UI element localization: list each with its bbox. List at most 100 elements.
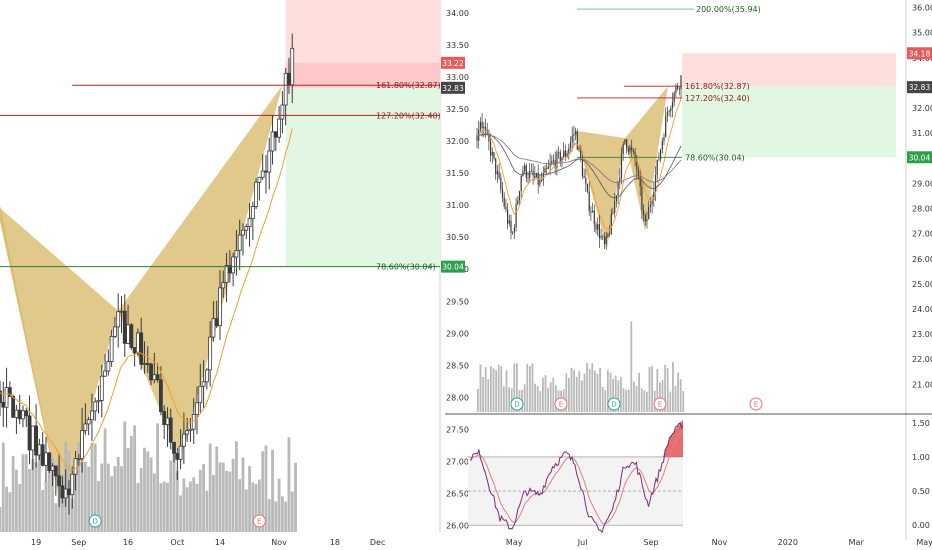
volume-bar (542, 377, 544, 412)
candle-body (165, 417, 170, 425)
right-y-tick-label: 23.00 (912, 330, 932, 339)
candle-body (592, 210, 594, 213)
candle-body (476, 135, 478, 141)
candle-body (116, 311, 121, 328)
stochastic-panel[interactable]: 1.50 1.00 0.50 0.00 (468, 419, 930, 534)
candle-body (597, 224, 599, 230)
stoch-d-line (469, 430, 684, 525)
candle-body (181, 433, 186, 447)
candle-body (204, 369, 209, 383)
volume-bar (159, 483, 163, 532)
candle-body (590, 211, 592, 213)
fib-level-label: 161.80%(32.87) (376, 81, 441, 90)
volume-bar (185, 487, 189, 532)
volume-bar (526, 363, 529, 412)
price-badge-label: 33.22 (442, 59, 464, 68)
candle-body (70, 473, 75, 496)
candle-body (57, 475, 62, 487)
volume-bar (547, 387, 549, 412)
candle-body (280, 104, 285, 120)
candle-body (612, 212, 614, 215)
left-chart-panel[interactable]: 34.00 33.50 33.00 32.50 32.00 31.50 31.00 30.50… (0, 0, 469, 547)
candle-body (175, 452, 180, 460)
volume-bar (477, 388, 479, 412)
candle-body (661, 140, 663, 150)
fib-level-label: 200.00%(35.94) (696, 5, 761, 14)
candle-body (658, 159, 660, 161)
volume-bar (516, 363, 518, 412)
candle-body (496, 171, 498, 175)
price-badge (907, 47, 932, 60)
candle-body (639, 176, 641, 187)
stoch-y-tick-label: 1.50 (912, 419, 930, 428)
left-x-tick-label: Oct (170, 538, 184, 547)
event-marker-label: E (559, 401, 563, 409)
price-badge-label: 34.18 (909, 49, 931, 58)
volume-bar (235, 441, 238, 532)
volume-bar (508, 387, 510, 412)
candle-body (517, 200, 519, 205)
earnings-marker[interactable] (653, 397, 667, 411)
event-marker-label: E (658, 401, 662, 409)
candle-body (673, 92, 675, 103)
candle-body (636, 160, 638, 171)
candle-body (619, 177, 621, 182)
volume-bar (612, 379, 614, 412)
volume-bar (294, 462, 297, 532)
candle-body (558, 151, 560, 153)
candle-body (653, 191, 655, 200)
volume-bar (231, 458, 235, 532)
dividend-marker[interactable] (510, 397, 524, 411)
volume-bar (648, 366, 651, 412)
candle-body (576, 131, 578, 150)
candle-body (63, 488, 68, 499)
volume-bar (189, 481, 192, 532)
volume-bar (669, 391, 672, 412)
volume-bar (241, 457, 245, 532)
volume-bar (633, 381, 635, 412)
earnings-marker[interactable] (749, 397, 763, 411)
candle-body (620, 153, 623, 178)
volume-bar (565, 373, 568, 412)
volume-bar (607, 370, 609, 412)
candle-body (145, 363, 150, 365)
right-x-tick-label: May (506, 538, 523, 547)
volume-bar (586, 363, 588, 412)
earnings-marker[interactable] (252, 514, 266, 528)
candle-body (648, 207, 650, 220)
price-badge-label: 32.83 (909, 83, 931, 92)
volume-bar (513, 363, 516, 412)
candle-body (634, 151, 636, 161)
candle-body (566, 153, 568, 157)
earnings-marker[interactable] (554, 397, 568, 411)
dividend-marker[interactable] (607, 397, 621, 411)
right-x-tick-label: 2020 (778, 538, 798, 547)
candle-body (27, 415, 32, 451)
volume-bar (596, 373, 599, 412)
volume-bar (638, 372, 640, 412)
price-badge-label: 32.83 (442, 84, 464, 93)
harmonic-pattern-bcd (118, 85, 283, 459)
left-y-tick-label: 32.50 (446, 105, 469, 114)
volume-bar (113, 466, 117, 532)
candle-body (479, 122, 481, 130)
right-y-tick-label: 36.00 (912, 4, 932, 13)
volume-bar (490, 366, 492, 412)
volume-bar (630, 321, 633, 412)
candle-body (508, 220, 510, 224)
candle-body (554, 160, 556, 169)
candle-body (73, 458, 78, 475)
volume-bar (549, 382, 552, 412)
right-y-tick-label: 21.00 (912, 380, 932, 389)
volume-bar (604, 390, 607, 412)
candle-body (654, 174, 657, 192)
dividend-marker[interactable] (88, 514, 102, 528)
volume-bar (208, 443, 212, 532)
candle-body (168, 417, 173, 443)
candle-body (646, 219, 648, 222)
candle-body (86, 419, 91, 425)
left-y-tick-label: 28.50 (446, 361, 469, 370)
take-profit-zone (682, 86, 896, 158)
right-chart-panel[interactable]: 36.0035.0034.0033.0032.0031.0030.0029.00… (445, 0, 932, 547)
